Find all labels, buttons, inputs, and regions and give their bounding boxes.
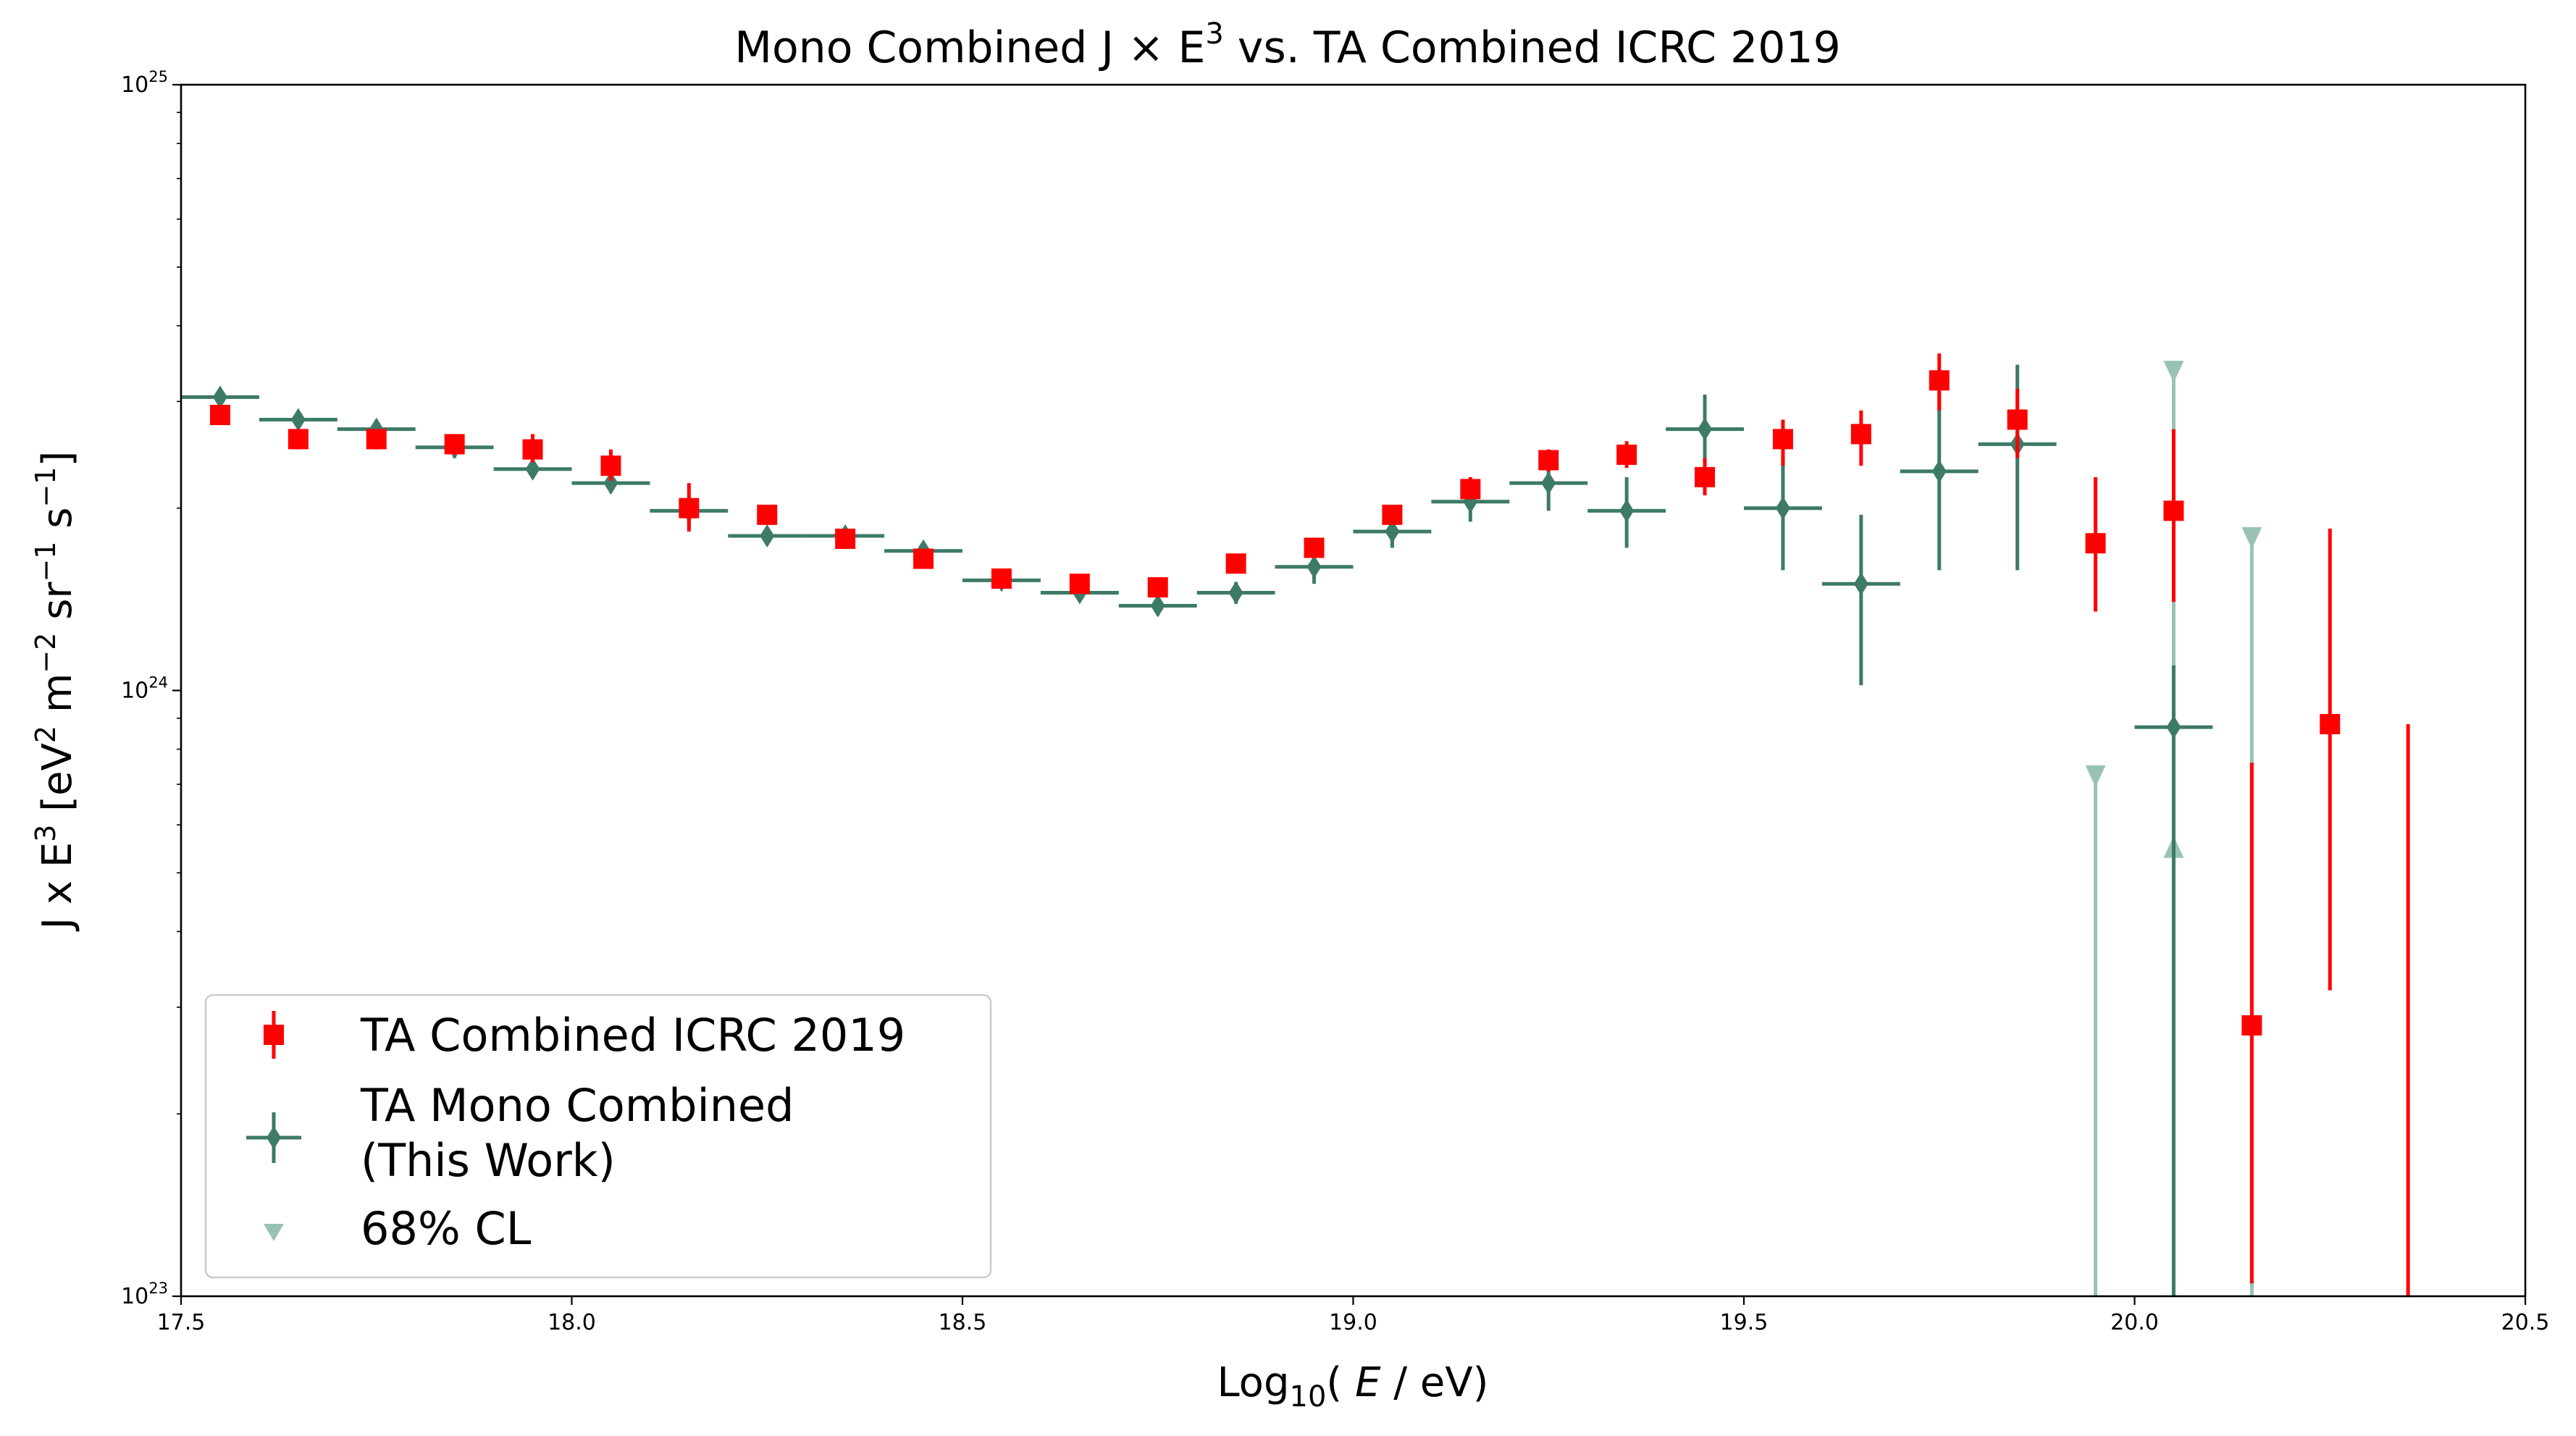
- y-tick-label: 1023: [121, 1280, 168, 1309]
- ta-marker: [209, 405, 230, 426]
- y-tick-label: 1025: [121, 68, 168, 98]
- ta-marker: [2007, 409, 2028, 430]
- mono-marker: [1541, 471, 1556, 495]
- legend-box: [204, 994, 992, 1279]
- ta-marker: [679, 497, 700, 518]
- plot-marks: [181, 353, 2410, 1296]
- ta-marker: [1304, 537, 1325, 558]
- ta-marker: [1147, 577, 1168, 598]
- mono-marker: [2166, 715, 2181, 739]
- x-tick-label: 19.0: [1329, 1310, 1377, 1335]
- ta-marker: [757, 504, 778, 525]
- ta-marker: [1929, 370, 1950, 391]
- x-tick-label: 20.5: [2501, 1310, 2550, 1335]
- cl68-marker: [2085, 765, 2106, 787]
- cl68-marker: [2163, 361, 2184, 383]
- mono-marker: [212, 385, 227, 409]
- x-tick-label: 18.0: [547, 1310, 596, 1335]
- mono-marker: [1775, 496, 1790, 520]
- ta-marker: [1850, 424, 1871, 445]
- mono-marker: [1853, 572, 1868, 596]
- ta-marker: [1772, 429, 1793, 450]
- x-tick-label: 20.0: [2110, 1310, 2159, 1335]
- mono-marker: [603, 471, 618, 495]
- mono-marker: [1931, 459, 1947, 483]
- legend-label-68-cl: 68% CL: [361, 1202, 532, 1255]
- ta-marker: [522, 439, 543, 460]
- mono-marker: [1619, 499, 1635, 523]
- ta-marker: [835, 529, 856, 550]
- legend-label-ta-combined: TA Combined ICRC 2019: [360, 1009, 905, 1062]
- ta-marker: [1225, 553, 1246, 574]
- ta-marker: [1695, 466, 1716, 487]
- ta-marker: [2241, 1015, 2262, 1036]
- legend-handle-cl68-marker: [264, 1224, 284, 1241]
- mono-marker: [1698, 417, 1713, 441]
- y-axis-title: J x E3 [eV2 m−2 sr−1 s−1]: [30, 451, 81, 932]
- ta-marker: [913, 548, 934, 569]
- x-tick-label: 18.5: [939, 1310, 987, 1335]
- ta-marker: [1382, 504, 1403, 525]
- legend-label-mono-combined: TA Mono Combined: [360, 1079, 794, 1132]
- chart-title: Mono Combined J × E3 vs. TA Combined ICR…: [734, 17, 1841, 73]
- mono-marker: [1150, 594, 1165, 618]
- legend-label-mono-combined-line2: (This Work): [361, 1134, 616, 1187]
- cl68-marker: [2241, 527, 2262, 550]
- ta-marker: [2320, 713, 2341, 734]
- legend-handle-ta-marker: [264, 1025, 284, 1045]
- x-axis: 17.5 18.0 18.5 19.0 19.5 20.0 20.5: [157, 1296, 2550, 1335]
- legend-handle-mono-marker: [267, 1126, 281, 1149]
- mono-marker: [1228, 581, 1243, 605]
- x-tick-label: 19.5: [1720, 1310, 1769, 1335]
- ta-marker: [1460, 479, 1481, 500]
- ta-marker: [600, 455, 621, 476]
- ta-marker: [1069, 574, 1090, 595]
- ta-marker: [2085, 533, 2106, 554]
- ta-marker: [991, 568, 1012, 589]
- legend: TA Combined ICRC 2019 TA Mono Combined (…: [204, 994, 992, 1279]
- x-axis-title: Log10( E / eV): [1217, 1359, 1488, 1414]
- y-axis: 1023 1024 1025: [121, 68, 181, 1309]
- mono-marker: [1385, 519, 1400, 543]
- ta-marker: [366, 429, 387, 450]
- mono-marker: [1306, 555, 1322, 579]
- mono-marker: [760, 524, 775, 547]
- mono-marker: [290, 408, 306, 432]
- ta-marker: [288, 429, 309, 450]
- ta-marker: [444, 434, 465, 455]
- ta-marker: [2163, 500, 2184, 521]
- x-tick-label: 17.5: [157, 1310, 206, 1335]
- ta-marker: [1616, 444, 1637, 465]
- ta-marker: [1538, 450, 1559, 471]
- legend-handles: [246, 1011, 301, 1241]
- y-tick-label: 1024: [121, 674, 168, 704]
- mono-marker: [525, 457, 540, 481]
